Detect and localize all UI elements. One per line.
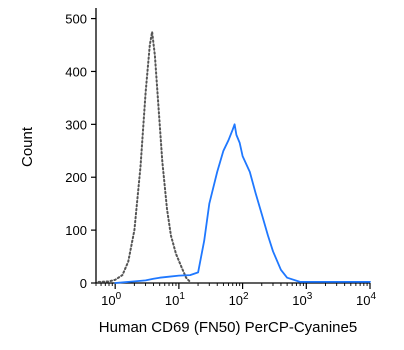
series-layer [97, 30, 371, 284]
y-tick-label-200: 200 [65, 170, 87, 185]
series-line-1 [97, 30, 192, 283]
y-tick-label-400: 400 [65, 64, 87, 79]
y-axis-title: Count [19, 126, 36, 167]
series-line-2 [114, 123, 371, 284]
y-tick-label-0: 0 [80, 276, 87, 291]
x-tick-label-4: 104 [356, 291, 376, 308]
y-tick-label-100: 100 [65, 223, 87, 238]
y-tick-label-300: 300 [65, 117, 87, 132]
axes: 0 100 200 300 400 500 100 101 102 103 104 [65, 8, 376, 308]
x-tick-label-0: 100 [101, 291, 121, 308]
y-tick-label-500: 500 [65, 12, 87, 27]
x-tick-label-2: 102 [229, 291, 249, 308]
x-tick-label-3: 103 [292, 291, 312, 308]
x-axis-title: Human CD69 (FN50) PerCP-Cyanine5 [99, 319, 357, 336]
x-tick-label-1: 101 [165, 291, 185, 308]
